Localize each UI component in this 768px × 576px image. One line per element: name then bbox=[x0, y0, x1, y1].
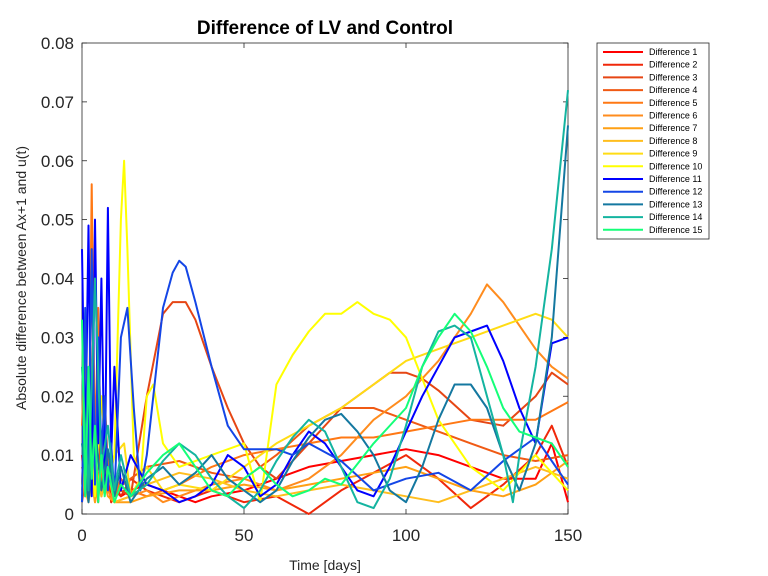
legend-label-12: Difference 12 bbox=[649, 187, 702, 197]
y-tick-label: 0.06 bbox=[41, 152, 74, 171]
y-tick-label: 0.01 bbox=[41, 446, 74, 465]
legend-label-14: Difference 14 bbox=[649, 212, 702, 222]
x-axis-label: Time [days] bbox=[289, 557, 361, 573]
legend-label-13: Difference 13 bbox=[649, 199, 702, 209]
series-line-13 bbox=[81, 125, 569, 504]
legend-label-15: Difference 15 bbox=[649, 225, 702, 235]
legend-label-4: Difference 4 bbox=[649, 85, 697, 95]
series-line-6 bbox=[81, 283, 569, 504]
axis-ticks: 0 50 100 150 0 0.01 0.02 0.03 0.04 0.05 0.06 0.07 0.… bbox=[41, 34, 582, 545]
series-line-11 bbox=[81, 206, 569, 504]
x-tick-label: 150 bbox=[554, 526, 582, 545]
legend-label-2: Difference 2 bbox=[649, 60, 697, 70]
legend-label-7: Difference 7 bbox=[649, 123, 697, 133]
series-line-14 bbox=[81, 89, 569, 510]
y-tick-label: 0.04 bbox=[41, 270, 74, 289]
legend-label-3: Difference 3 bbox=[649, 72, 697, 82]
y-tick-label: 0.05 bbox=[41, 211, 74, 230]
legend-label-9: Difference 9 bbox=[649, 149, 697, 159]
x-tick-label: 100 bbox=[392, 526, 420, 545]
legend-label-11: Difference 11 bbox=[649, 174, 702, 184]
legend-label-10: Difference 10 bbox=[649, 161, 702, 171]
legend-label-8: Difference 8 bbox=[649, 136, 697, 146]
series-lines bbox=[81, 89, 569, 515]
x-tick-label: 50 bbox=[235, 526, 254, 545]
chart-title: Difference of LV and Control bbox=[197, 18, 453, 39]
y-tick-label: 0.03 bbox=[41, 328, 74, 347]
series-line-15 bbox=[81, 312, 569, 504]
legend-label-5: Difference 5 bbox=[649, 98, 697, 108]
legend-label-6: Difference 6 bbox=[649, 111, 697, 121]
x-tick-label: 0 bbox=[77, 526, 86, 545]
legend: Difference 1 Difference 2 Difference 3 Diff… bbox=[596, 42, 710, 240]
y-tick-label: 0.07 bbox=[41, 93, 74, 112]
series-line-10 bbox=[81, 159, 569, 504]
plot-area bbox=[81, 42, 569, 515]
y-tick-label: 0 bbox=[65, 505, 74, 524]
y-tick-label: 0.02 bbox=[41, 387, 74, 406]
y-tick-label: 0.08 bbox=[41, 34, 74, 53]
y-axis-label: Absolute difference between Ax+1 and u(t… bbox=[13, 146, 29, 410]
legend-label-1: Difference 1 bbox=[649, 47, 697, 57]
